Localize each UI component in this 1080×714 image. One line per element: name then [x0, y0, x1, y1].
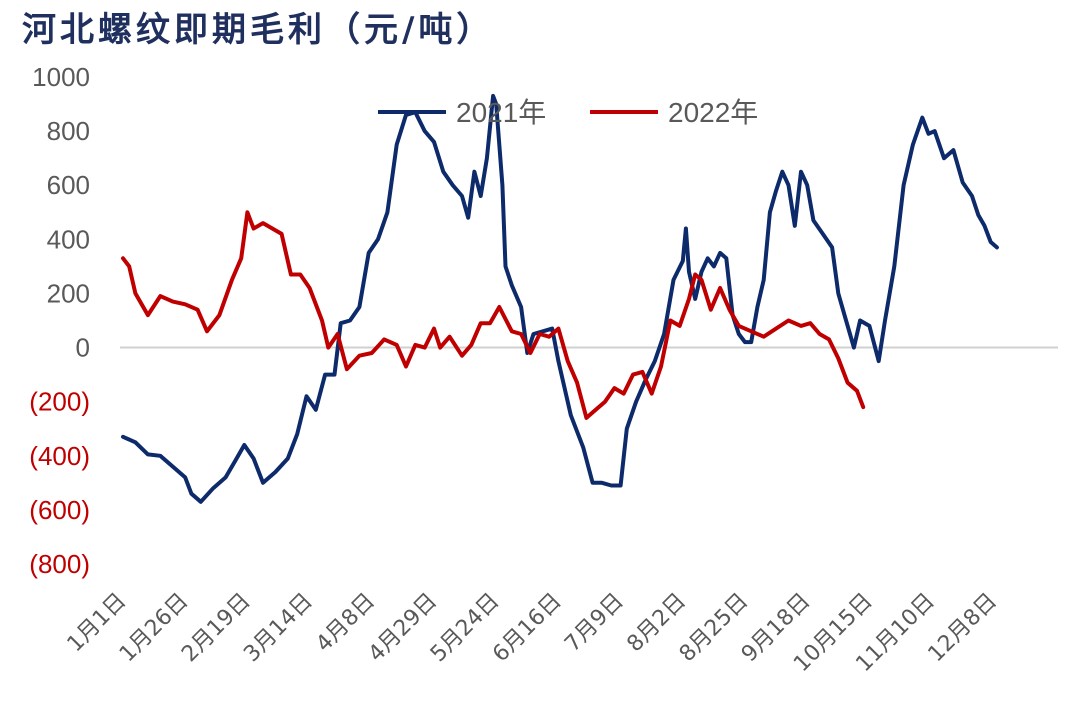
legend-label: 2022年	[668, 97, 758, 128]
series-line-1	[121, 93, 999, 504]
y-tick-label: 1000	[32, 62, 90, 92]
y-tick-label: 400	[47, 224, 90, 254]
y-tick-label: 800	[47, 116, 90, 146]
y-tick-label: (800)	[29, 549, 90, 579]
y-tick-label: (600)	[29, 495, 90, 525]
legend: 2021年 2022年	[378, 97, 758, 128]
y-tick-label: 200	[47, 278, 90, 308]
y-axis-ticks: 1000 800 600 400 200 0 (200) (400) (600) (800)	[29, 62, 90, 579]
chart-title: 河北螺纹即期毛利（元/吨）	[22, 10, 495, 50]
y-tick-label: (200)	[29, 387, 90, 417]
y-tick-label: 600	[47, 170, 90, 200]
y-tick-label: 0	[76, 333, 90, 363]
y-tick-label: (400)	[29, 441, 90, 471]
series-lines	[121, 93, 999, 504]
series-line-2	[121, 210, 866, 420]
legend-label: 2021年	[456, 97, 546, 128]
x-tick-label: 6月16日	[488, 589, 566, 667]
x-tick-label: 7月9日	[560, 589, 629, 658]
x-axis-ticks: 1月1日1月26日2月19日3月14日4月8日4月29日5月24日6月16日7月…	[63, 589, 1002, 677]
x-tick-label: 12月8日	[924, 589, 1002, 667]
x-tick-label: 3月14日	[239, 589, 317, 667]
